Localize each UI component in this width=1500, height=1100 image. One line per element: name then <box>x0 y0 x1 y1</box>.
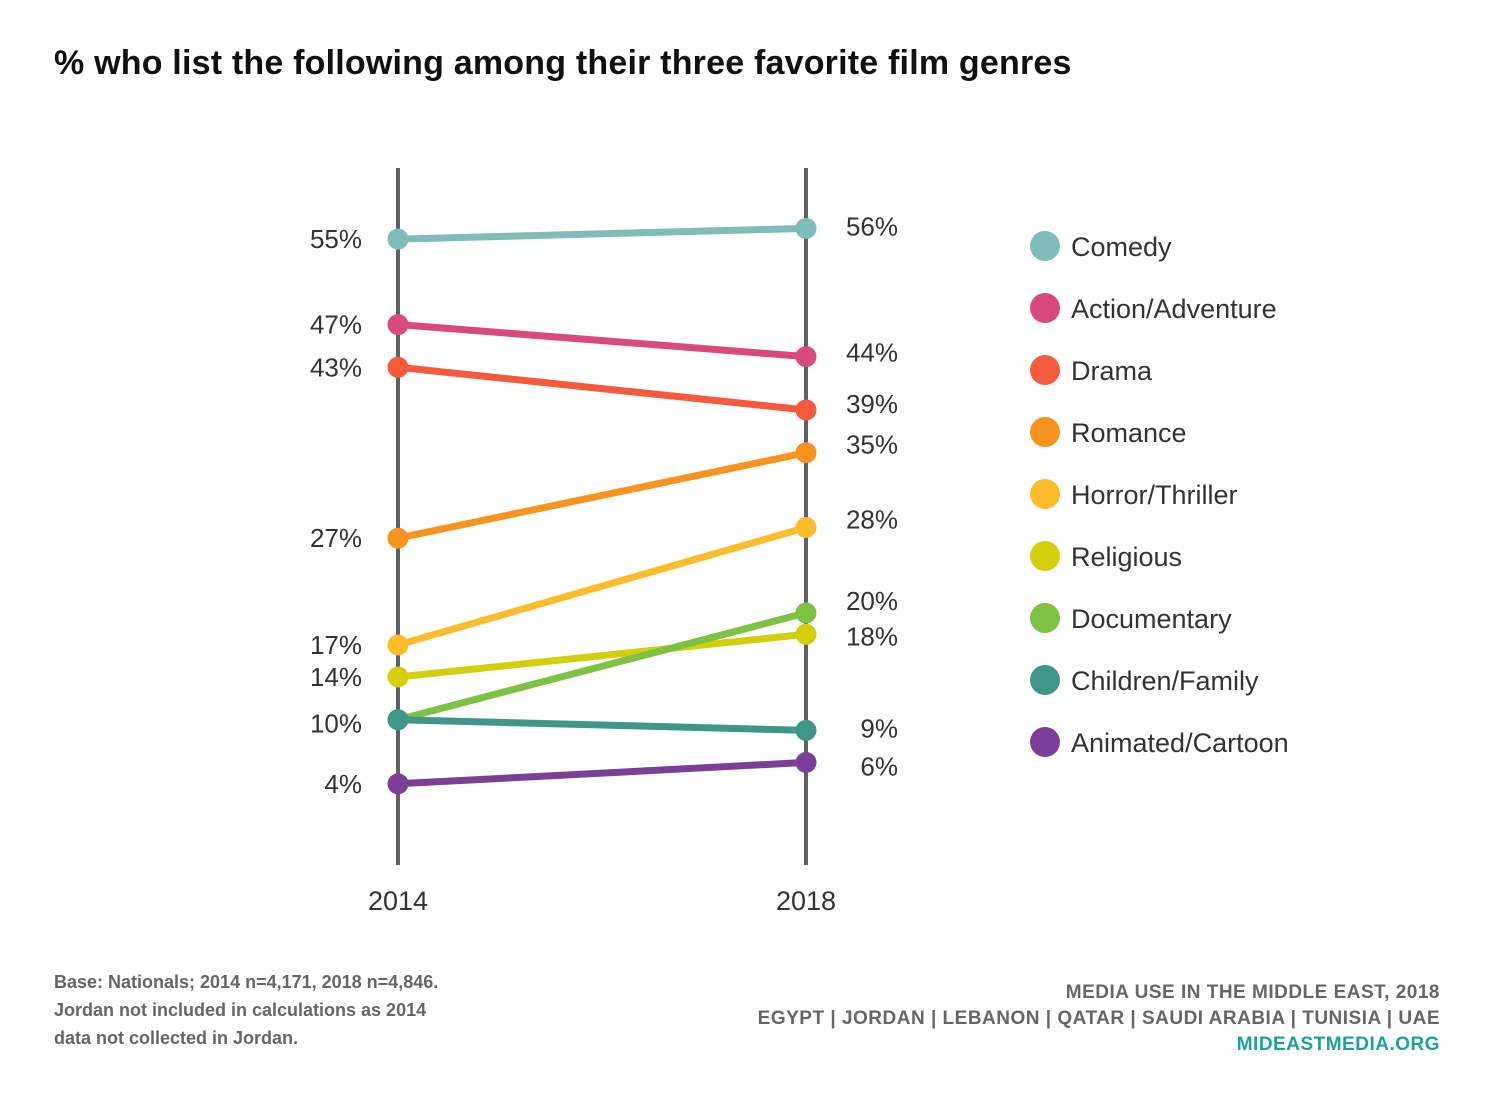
data-point <box>795 719 817 741</box>
value-label-2018: 39% <box>846 389 898 419</box>
source-site-link[interactable]: MIDEASTMEDIA.ORG <box>1236 1034 1440 1055</box>
source-countries: EGYPT | JORDAN | LEBANON | QATAR | SAUDI… <box>757 1008 1440 1029</box>
data-point <box>795 346 817 368</box>
legend-swatch <box>1030 665 1060 695</box>
data-point <box>387 527 409 549</box>
value-label-2014: 43% <box>310 352 362 382</box>
legend-swatch <box>1030 293 1060 323</box>
value-label-2018: 18% <box>846 621 898 651</box>
legend-swatch <box>1030 417 1060 447</box>
legend-swatch <box>1030 231 1060 261</box>
source-credit: MEDIA USE IN THE MIDDLE EAST, 2018 EGYPT… <box>758 980 1440 1058</box>
slope-chart: 2014 2018 55% 56% 47% 44% 43% 39% 27% 35% 17% 28% 1… <box>310 168 1289 916</box>
value-label-2014: 4% <box>324 769 362 799</box>
legend-swatch <box>1030 541 1060 571</box>
value-label-2018: 6% <box>860 751 898 781</box>
series-line <box>394 630 810 681</box>
data-point <box>387 634 409 656</box>
series-line <box>394 321 810 361</box>
legend-swatch <box>1030 603 1060 633</box>
value-label-2018: 28% <box>846 504 898 534</box>
footnote: Base: Nationals; 2014 n=4,171, 2018 n=4,… <box>54 968 534 1052</box>
legend-label: Action/Adventure <box>1071 294 1277 324</box>
value-label-2014: 14% <box>310 662 362 692</box>
data-point <box>387 356 409 378</box>
legend-label: Religious <box>1071 542 1182 572</box>
source-title: MEDIA USE IN THE MIDDLE EAST, 2018 <box>1065 982 1440 1003</box>
series-line <box>394 609 810 724</box>
value-label-2014: 55% <box>310 224 362 254</box>
data-point <box>795 751 817 773</box>
legend-label: Animated/Cartoon <box>1071 728 1289 758</box>
value-label-2018: 35% <box>846 430 898 460</box>
data-point <box>795 217 817 239</box>
value-label-2018: 9% <box>860 713 898 743</box>
value-label-2014: 27% <box>310 523 362 553</box>
legend-swatch <box>1030 479 1060 509</box>
legend-label: Drama <box>1071 356 1153 386</box>
data-point <box>795 602 817 624</box>
legend-swatch <box>1030 355 1060 385</box>
value-label-2014: 47% <box>310 310 362 340</box>
footnote-line: Base: Nationals; 2014 n=4,171, 2018 n=4,… <box>54 972 439 992</box>
x-tick-label: 2014 <box>368 886 428 916</box>
data-point <box>795 623 817 645</box>
series-line <box>394 523 810 649</box>
data-point <box>387 228 409 250</box>
chart-title: % who list the following among their thr… <box>54 44 1072 82</box>
legend-label: Horror/Thriller <box>1071 480 1238 510</box>
x-tick-label: 2018 <box>776 886 836 916</box>
data-point <box>387 709 409 731</box>
value-label-2014: 10% <box>310 709 362 739</box>
value-label-2014: 17% <box>310 630 362 660</box>
value-label-2018: 56% <box>846 211 898 241</box>
value-label-2018: 20% <box>846 586 898 616</box>
series-line <box>394 758 810 788</box>
legend-label: Romance <box>1071 418 1187 448</box>
data-point <box>387 773 409 795</box>
data-point <box>795 399 817 421</box>
data-point <box>795 442 817 464</box>
data-point <box>387 666 409 688</box>
series-line <box>394 224 810 243</box>
series-line <box>394 363 810 414</box>
footnote-line: data not collected in Jordan. <box>54 1028 299 1048</box>
series-line <box>394 449 810 542</box>
legend-swatch <box>1030 727 1060 757</box>
data-point <box>795 516 817 538</box>
legend-label: Comedy <box>1071 232 1172 262</box>
legend-label: Children/Family <box>1071 666 1259 696</box>
footnote-line: Jordan not included in calculations as 2… <box>54 1000 427 1020</box>
legend-label: Documentary <box>1071 604 1232 634</box>
value-label-2018: 44% <box>846 338 898 368</box>
data-point <box>387 314 409 336</box>
series-line <box>394 716 810 734</box>
